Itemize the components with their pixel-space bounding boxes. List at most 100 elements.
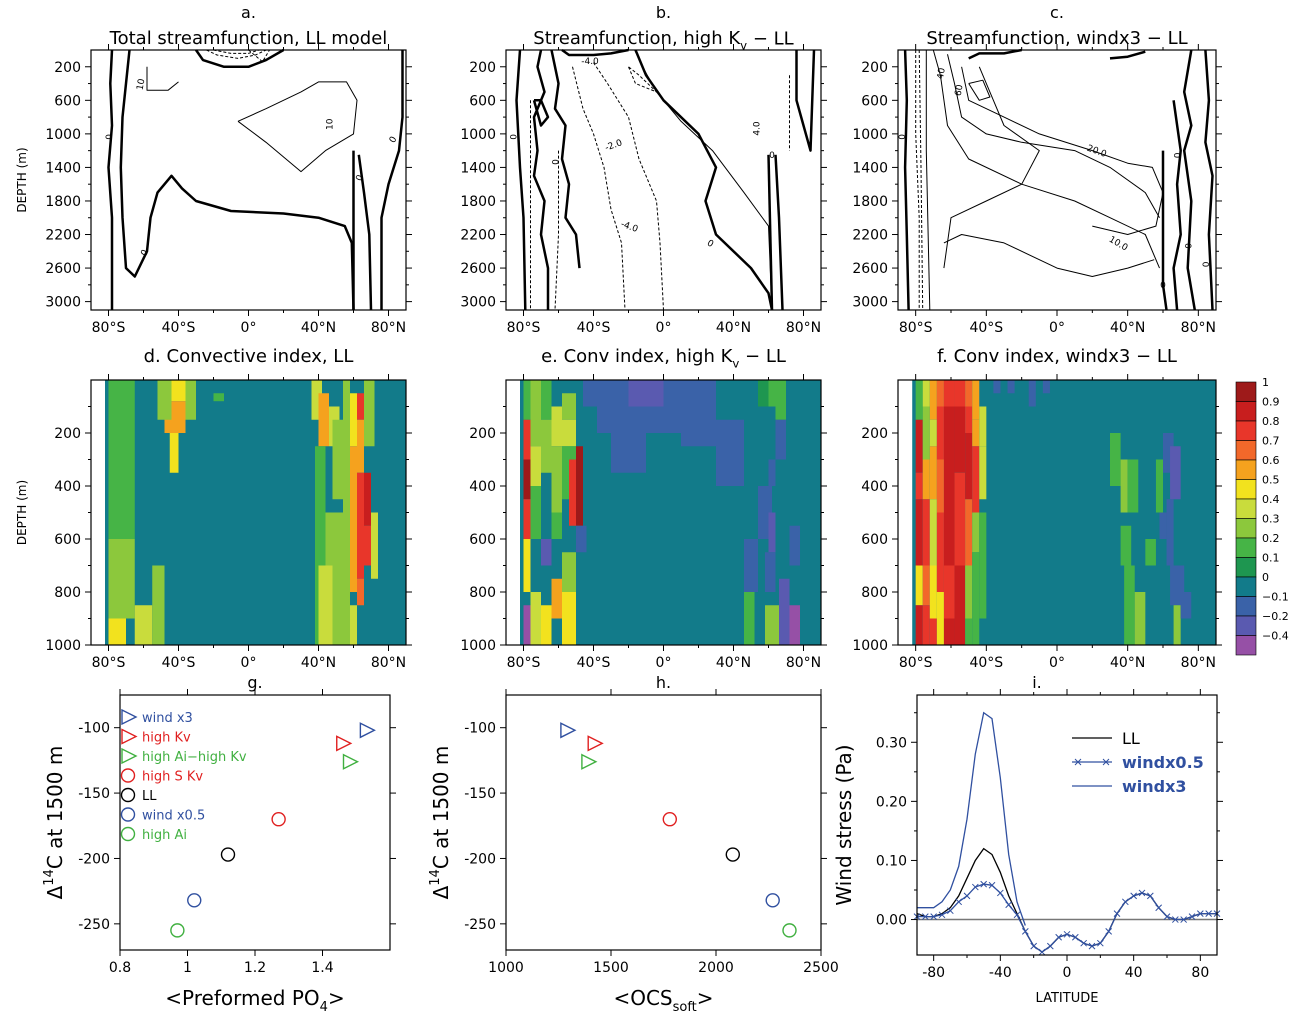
colorbar-label: 0.5 — [1262, 474, 1280, 487]
colorbar-swatch — [1235, 440, 1257, 461]
contour-label: 0 — [898, 134, 908, 140]
x-tick-label: 40°S — [577, 655, 611, 671]
heatmap-cell — [152, 565, 165, 645]
colorbar-swatch — [1235, 401, 1257, 422]
heatmap-cell — [551, 512, 562, 539]
heatmap-cell — [108, 380, 135, 539]
contour-line — [1204, 49, 1214, 311]
heatmap-cell — [922, 459, 930, 500]
series-marker — [946, 907, 954, 915]
series-marker — [1196, 910, 1204, 917]
heatmap-cell — [1166, 499, 1174, 566]
contour-label: 0 — [1202, 261, 1212, 267]
y-tick-label: -200 — [464, 851, 496, 867]
x-tick-label: 80°S — [92, 655, 126, 671]
contour-line — [968, 48, 1022, 60]
contour-line — [206, 49, 267, 59]
heatmap-cell — [628, 380, 664, 407]
y-tick-label: 1400 — [45, 160, 81, 176]
heatmap-cell — [768, 459, 776, 486]
series-marker — [1121, 898, 1129, 906]
scatter-point — [725, 847, 740, 862]
panel-b-background — [506, 50, 821, 310]
scatter-point — [120, 768, 136, 783]
y-tick-label: 1400 — [852, 160, 888, 176]
scatter-point — [121, 728, 138, 745]
heatmap-cell — [530, 592, 541, 645]
heatmap-cell — [936, 406, 944, 460]
contour-line — [774, 154, 784, 311]
series-marker — [971, 883, 979, 891]
x-tick-label: 40°S — [162, 655, 196, 671]
x-tick-label: 40°N — [301, 655, 336, 671]
series-marker — [1021, 928, 1029, 935]
plot-frame — [505, 694, 822, 951]
contour-line — [943, 234, 1155, 277]
heatmap-cell — [523, 380, 531, 420]
heatmap-cell — [936, 512, 944, 592]
legend-label: high Kv — [142, 731, 191, 746]
x-tick-label: 0° — [1049, 320, 1065, 336]
contour-line — [561, 48, 629, 57]
colorbar-swatch — [1235, 557, 1257, 578]
contour-label: 0 — [388, 135, 400, 145]
y-tick-label: -250 — [464, 917, 496, 933]
heatmap-cell — [765, 552, 776, 592]
heatmap-cell — [744, 592, 755, 645]
legend-label: wind x3 — [142, 711, 193, 726]
plot-frame — [505, 49, 822, 311]
series-marker — [1055, 933, 1063, 941]
series-marker — [1163, 913, 1171, 920]
contour-line — [194, 48, 285, 69]
series-marker — [963, 892, 971, 900]
legend-label: high Ai−high Kv — [142, 750, 247, 765]
colorbar-swatch — [1235, 498, 1257, 519]
panel-d-heatmap — [91, 380, 406, 645]
contour-line — [795, 49, 816, 152]
y-tick-label: 400 — [861, 479, 888, 495]
scatter-point — [782, 923, 797, 938]
heatmap-cell — [965, 433, 973, 500]
heatmap-cell — [562, 393, 576, 420]
y-tick-label: 200 — [469, 426, 496, 442]
contour-label: 0 — [705, 238, 715, 250]
heatmap-cell — [1124, 565, 1135, 645]
panel-e-heatmap — [506, 380, 821, 645]
plot-frame — [90, 379, 407, 646]
contour-label: 0 — [105, 134, 115, 140]
contour-line — [635, 49, 773, 311]
panel-i-background — [917, 695, 1217, 955]
heatmap-cell — [523, 499, 531, 539]
heatmap-cell — [134, 605, 153, 645]
series-marker — [1180, 916, 1188, 923]
contour-line — [213, 49, 260, 54]
panel-h-xlabel: <OCSsoft> — [613, 986, 713, 1013]
plot-frame — [90, 49, 407, 311]
heatmap-cell — [929, 380, 937, 420]
y-tick-label: 1000 — [45, 127, 81, 143]
x-tick-label: 40 — [1125, 965, 1143, 981]
colorbar-swatch — [1235, 381, 1257, 402]
plot-frame — [916, 694, 1218, 956]
panel-a-axes: 80°S 40°S 0° 40°N 80°N2006001000140018002200… — [45, 44, 412, 336]
x-tick-label: 80 — [1191, 965, 1209, 981]
heatmap-cell — [1159, 512, 1167, 539]
x-tick-label: 80°S — [507, 655, 541, 671]
series-marker — [930, 913, 938, 920]
colorbar-label: 0.8 — [1262, 415, 1280, 428]
heatmap-mask — [91, 380, 105, 645]
heatmap-cell — [576, 525, 587, 553]
heatmap-cell — [768, 380, 779, 407]
heatmap-cell — [185, 380, 196, 420]
contour-line — [593, 62, 664, 311]
series-marker — [996, 889, 1004, 897]
heatmap-cell — [541, 539, 552, 566]
scatter-point — [581, 753, 598, 770]
heatmap-cell — [972, 380, 980, 420]
y-tick-label: 600 — [861, 532, 888, 548]
scatter-point — [359, 722, 376, 739]
heatmap-cell — [157, 380, 172, 420]
panel-a-ylabel: DEPTH (m) — [15, 147, 29, 212]
x-tick-label: 80°N — [1181, 320, 1216, 336]
series-line — [917, 711, 1026, 926]
